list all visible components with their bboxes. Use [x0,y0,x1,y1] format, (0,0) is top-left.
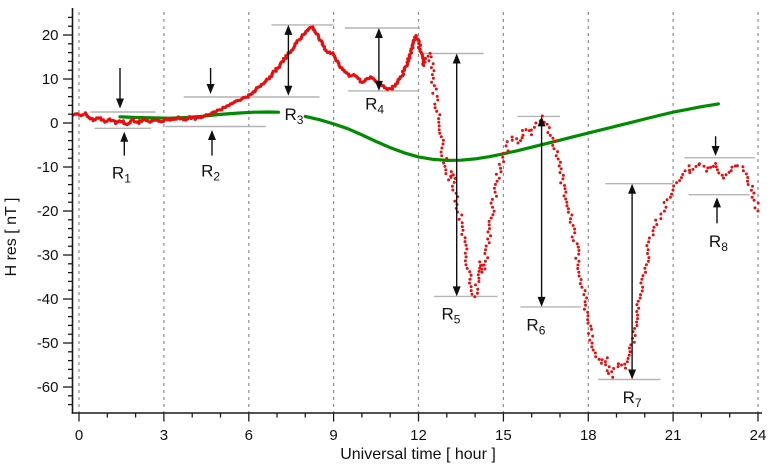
y-axis-title: H res [ nT ] [3,198,20,277]
x-tick-label-12: 12 [410,427,427,444]
R1-annotation: R1 [112,68,131,186]
axes: 20 10 0 -10 -20 -30 -40 -50 -60 0 3 6 9 12 15 18 21 24 [37,8,767,444]
x-tick-label-6: 6 [245,427,253,444]
gridlines [78,12,759,413]
residual-scatter-series [71,25,760,379]
arrowhead-icon [452,53,461,64]
y-tick-label--10: -10 [37,159,59,176]
y-tick-label-10: 10 [42,71,59,88]
R5-label: R5 [442,304,461,326]
x-tick-label-15: 15 [495,427,512,444]
arrowhead-icon [116,98,125,109]
R4-annotation: R4 [365,27,384,117]
R4-label: R4 [365,95,384,117]
R3-annotation: R3 [284,24,304,127]
R7-label: R7 [623,388,642,410]
R3-label: R3 [285,105,304,127]
arrowhead-icon [452,286,461,297]
x-tick-label-9: 9 [329,427,337,444]
y-tick-label--50: -50 [37,335,59,352]
R6-annotation: R6 [526,116,546,337]
arrowhead-icon [284,24,293,35]
x-tick-label-0: 0 [75,427,83,444]
arrowhead-icon [120,131,129,142]
arrowhead-icon [712,197,721,208]
arrowhead-icon [207,130,216,141]
baseline-curve-segment-2 [303,102,721,162]
R7-annotation: R7 [623,183,642,410]
R6-label: R6 [526,315,545,337]
annotation-reference-lines [90,24,756,381]
x-tick-label-18: 18 [580,427,597,444]
R2-label: R2 [201,161,220,183]
arrowhead-icon [628,369,637,380]
arrowhead-icon [628,183,637,194]
arrowhead-icon [284,85,293,96]
y-tick-label--30: -30 [37,247,59,264]
y-tick-label--20: -20 [37,203,59,220]
x-axis-title: Universal time [ hour ] [340,446,496,463]
x-tick-label-24: 24 [750,427,767,444]
y-tick-label-20: 20 [42,27,59,44]
R2-annotation: R2 [201,68,220,183]
arrowhead-icon [711,146,720,156]
x-tick-label-21: 21 [665,427,682,444]
arrowhead-icon [206,83,215,94]
y-tick-label--40: -40 [37,291,59,308]
annotation-arrows-and-labels: R1 R2 R3 R4 R5 R6 R7 R8 [112,24,728,410]
baseline-series [118,102,721,162]
R8-label: R8 [709,232,728,254]
y-tick-label-0: 0 [50,115,58,132]
arrowhead-icon [537,116,546,127]
arrowhead-icon [374,27,383,38]
arrowhead-icon [537,296,546,307]
R5-annotation: R5 [442,53,461,326]
arrowhead-icon [374,80,383,91]
x-tick-label-3: 3 [160,427,168,444]
y-tick-label--60: -60 [37,379,59,396]
R1-label: R1 [112,164,131,186]
